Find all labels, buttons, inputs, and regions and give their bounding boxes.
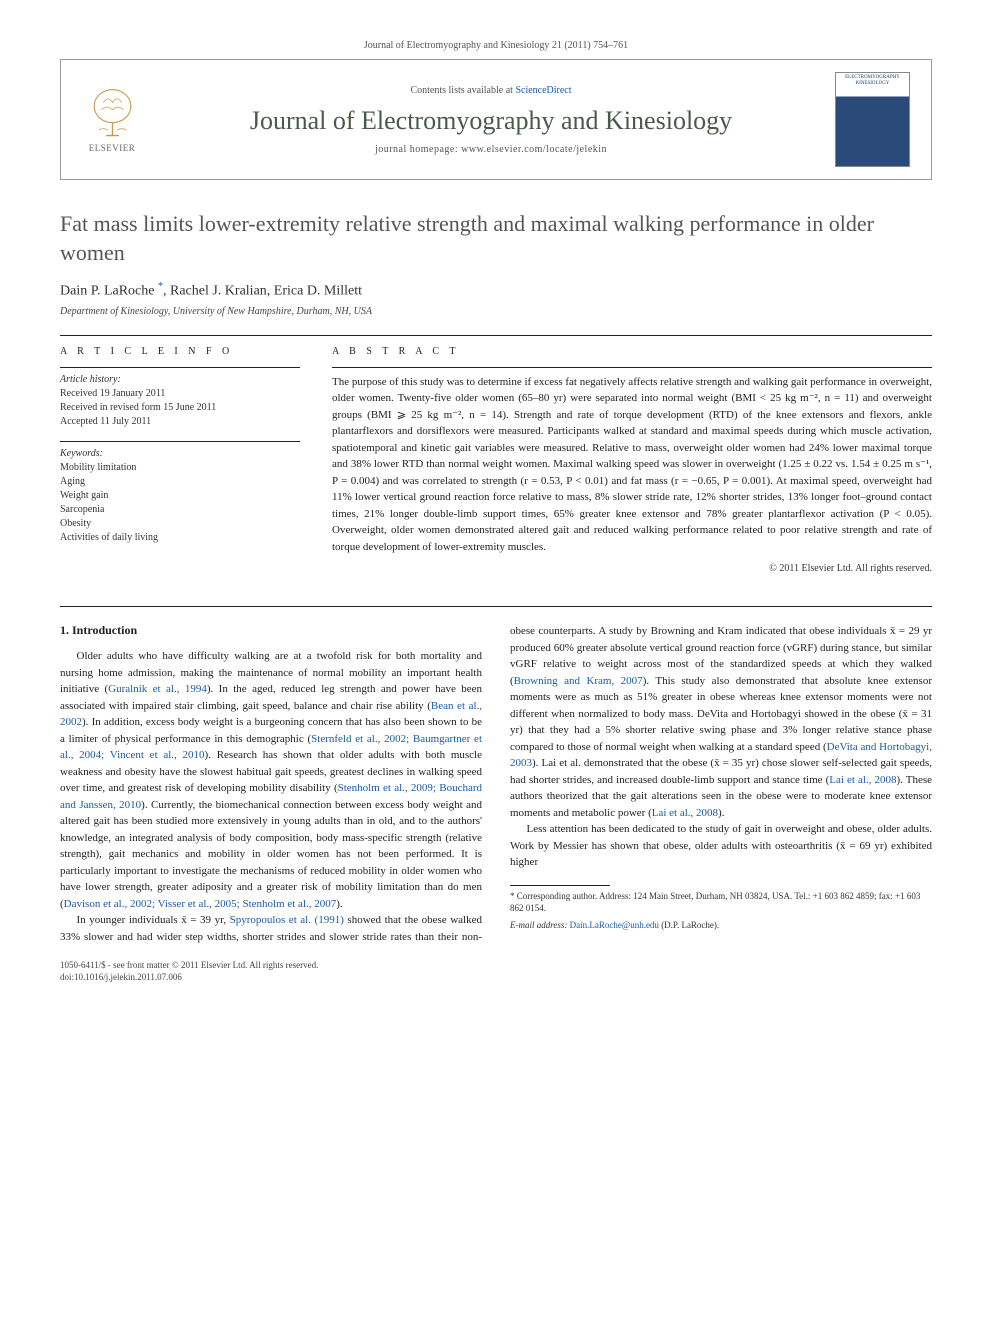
footnote-separator: [510, 885, 610, 886]
journal-name: Journal of Electromyography and Kinesiol…: [163, 106, 819, 136]
cover-thumb-title: ELECTROMYOGRAPHY KINESIOLOGY: [838, 75, 907, 86]
abstract-heading: A B S T R A C T: [332, 346, 932, 357]
footer-doi: doi:10.1016/j.jelekin.2011.07.006: [60, 971, 932, 983]
history-accepted: Accepted 11 July 2011: [60, 415, 300, 429]
email-footnote: E-mail address: Dain.LaRoche@unh.edu (D.…: [510, 919, 932, 932]
elsevier-logo: ELSEVIER: [77, 82, 147, 157]
footer-front-matter: 1050-6411/$ - see front matter © 2011 El…: [60, 959, 932, 971]
body-columns: 1. Introduction Older adults who have di…: [60, 606, 932, 945]
homepage-prefix: journal homepage:: [375, 144, 461, 155]
author-primary: Dain P. LaRoche: [60, 284, 158, 299]
history-label: Article history:: [60, 374, 300, 385]
corresponding-footnote: * Corresponding author. Address: 124 Mai…: [510, 890, 932, 915]
article-history-block: Article history: Received 19 January 201…: [60, 367, 300, 429]
email-label: E-mail address:: [510, 920, 570, 930]
running-head: Journal of Electromyography and Kinesiol…: [60, 40, 932, 51]
email-suffix: (D.P. LaRoche).: [659, 920, 719, 930]
body-text: In younger individuals x̄ = 39 yr,: [77, 914, 230, 926]
article-info-col: A R T I C L E I N F O Article history: R…: [60, 346, 300, 587]
abstract-col: A B S T R A C T The purpose of this stud…: [332, 346, 932, 587]
homepage-line: journal homepage: www.elsevier.com/locat…: [163, 144, 819, 155]
journal-cover-thumb: ELECTROMYOGRAPHY KINESIOLOGY: [835, 72, 910, 167]
abstract-text: The purpose of this study was to determi…: [332, 374, 932, 556]
keyword: Obesity: [60, 517, 300, 531]
masthead-center: Contents lists available at ScienceDirec…: [163, 85, 819, 155]
keyword: Sarcopenia: [60, 503, 300, 517]
keyword: Aging: [60, 475, 300, 489]
abstract-copyright: © 2011 Elsevier Ltd. All rights reserved…: [332, 563, 932, 574]
article-info-heading: A R T I C L E I N F O: [60, 346, 300, 357]
footer: 1050-6411/$ - see front matter © 2011 El…: [60, 959, 932, 983]
contents-line: Contents lists available at ScienceDirec…: [163, 85, 819, 96]
body-text: ). Currently, the biomechanical connecti…: [60, 799, 482, 910]
history-revised: Received in revised form 15 June 2011: [60, 401, 300, 415]
author-rest: , Rachel J. Kralian, Erica D. Millett: [163, 284, 362, 299]
keywords-label: Keywords:: [60, 448, 300, 459]
section-heading-intro: 1. Introduction: [60, 623, 482, 638]
masthead: ELSEVIER Contents lists available at Sci…: [60, 59, 932, 180]
body-paragraph: Older adults who have difficulty walking…: [60, 648, 482, 912]
citation-link[interactable]: Spyropoulos et al. (1991): [230, 914, 344, 926]
contents-prefix: Contents lists available at: [410, 85, 515, 96]
meta-row: A R T I C L E I N F O Article history: R…: [60, 335, 932, 587]
elsevier-label: ELSEVIER: [89, 143, 136, 153]
author-list: Dain P. LaRoche *, Rachel J. Kralian, Er…: [60, 281, 932, 300]
keywords-block: Keywords: Mobility limitation Aging Weig…: [60, 441, 300, 545]
sciencedirect-link[interactable]: ScienceDirect: [515, 85, 571, 96]
keyword: Activities of daily living: [60, 531, 300, 545]
history-received: Received 19 January 2011: [60, 387, 300, 401]
body-text: ).: [336, 898, 342, 910]
citation-link[interactable]: Davison et al., 2002; Visser et al., 200…: [64, 898, 337, 910]
keyword: Mobility limitation: [60, 461, 300, 475]
body-paragraph: Less attention has been dedicated to the…: [510, 821, 932, 871]
citation-link[interactable]: Lai et al., 2008: [829, 774, 896, 786]
keyword: Weight gain: [60, 489, 300, 503]
body-text: ).: [718, 807, 724, 819]
citation-link[interactable]: Browning and Kram, 2007: [514, 675, 643, 687]
article-title: Fat mass limits lower-extremity relative…: [60, 210, 932, 267]
email-link[interactable]: Dain.LaRoche@unh.edu: [570, 920, 659, 930]
keywords-list: Mobility limitation Aging Weight gain Sa…: [60, 461, 300, 545]
elsevier-tree-icon: [85, 86, 140, 141]
homepage-url[interactable]: www.elsevier.com/locate/jelekin: [461, 144, 607, 155]
footnote-block: * Corresponding author. Address: 124 Mai…: [510, 885, 932, 932]
affiliation: Department of Kinesiology, University of…: [60, 306, 932, 317]
citation-link[interactable]: Guralnik et al., 1994: [108, 683, 207, 695]
citation-link[interactable]: Lai et al., 2008: [652, 807, 718, 819]
